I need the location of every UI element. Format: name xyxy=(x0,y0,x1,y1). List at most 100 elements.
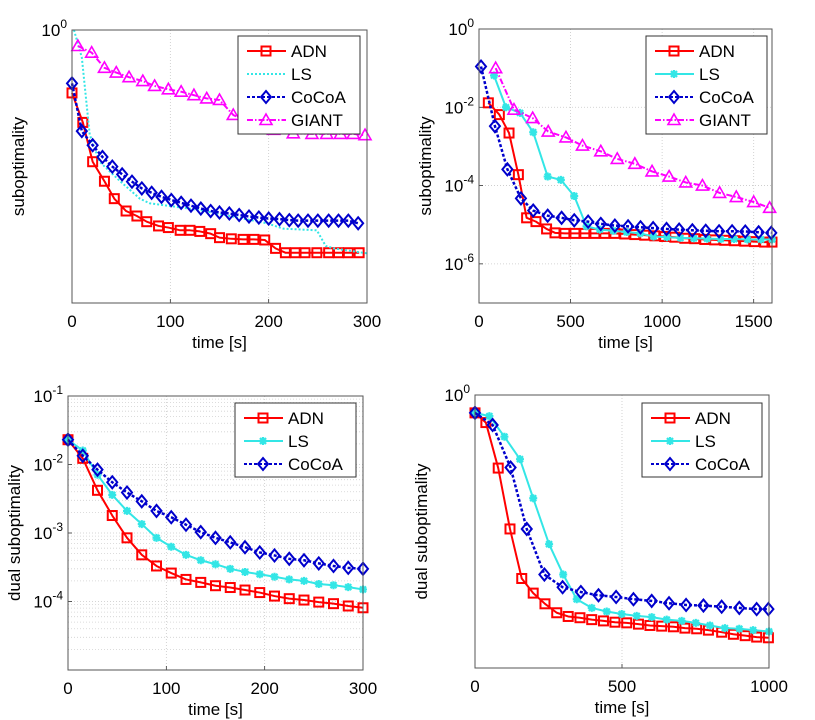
data-point xyxy=(97,60,112,74)
data-point xyxy=(574,584,588,600)
x-tick-label: 0 xyxy=(470,677,479,696)
data-point xyxy=(541,208,554,224)
data-point xyxy=(617,609,626,618)
legend-marker xyxy=(668,45,680,57)
axes-box xyxy=(71,29,368,304)
data-point xyxy=(301,213,315,229)
data-point xyxy=(297,552,311,568)
series-cocoa xyxy=(474,58,778,241)
data-point xyxy=(141,216,153,228)
data-point xyxy=(762,601,775,617)
data-point xyxy=(84,45,100,58)
data-point xyxy=(255,570,264,579)
series-line xyxy=(493,75,772,241)
legend-label: ADN xyxy=(291,42,327,61)
y-tick-label: 100 xyxy=(448,16,474,39)
data-point xyxy=(195,576,207,588)
data-point xyxy=(539,598,551,610)
series-line xyxy=(474,411,769,611)
data-point xyxy=(501,103,510,112)
data-point xyxy=(587,603,596,612)
x-axis-label: time [s] xyxy=(595,698,650,717)
axes-box xyxy=(478,28,773,304)
series-line xyxy=(73,29,368,255)
data-point xyxy=(529,128,538,137)
legend: ADN LS CoCoA GIANT xyxy=(237,35,361,135)
data-point xyxy=(283,212,296,228)
legend-label: ADN xyxy=(288,409,324,428)
legend-label: CoCoA xyxy=(699,88,754,107)
data-point xyxy=(204,203,217,219)
data-point xyxy=(474,58,488,75)
data-point xyxy=(735,624,744,633)
data-point xyxy=(645,593,658,609)
data-point xyxy=(575,137,590,151)
data-point xyxy=(351,215,365,231)
x-tick-label: 200 xyxy=(250,679,278,698)
data-point xyxy=(123,506,131,515)
data-point xyxy=(695,177,710,191)
data-point xyxy=(332,213,345,229)
legend-item-cocoa: CoCoA xyxy=(247,88,346,107)
x-tick-label: 500 xyxy=(556,312,584,331)
data-point xyxy=(608,218,622,234)
legend-item-giant: GIANT xyxy=(247,111,343,130)
data-point xyxy=(712,223,726,239)
legend-item-adn: ADN xyxy=(247,42,327,61)
legend-marker xyxy=(256,456,270,472)
data-point xyxy=(184,198,198,214)
data-point xyxy=(570,192,579,201)
legend-item-adn: ADN xyxy=(655,42,735,61)
legend-item-cocoa: CoCoA xyxy=(655,88,754,107)
x-tick-label: 1000 xyxy=(750,677,788,696)
data-point xyxy=(621,218,635,234)
data-point xyxy=(270,572,279,581)
data-point xyxy=(135,180,149,196)
data-point xyxy=(493,109,505,121)
data-point xyxy=(490,71,499,80)
series-cocoa xyxy=(61,432,370,577)
data-point xyxy=(357,127,373,141)
data-point xyxy=(627,591,640,607)
data-point xyxy=(145,185,158,201)
data-point xyxy=(504,523,516,535)
data-point xyxy=(328,598,339,610)
data-point xyxy=(342,213,355,229)
legend-marker xyxy=(260,45,272,57)
data-point xyxy=(697,597,710,614)
data-point xyxy=(253,544,267,561)
y-axis-label: suboptimality xyxy=(9,116,28,216)
data-point xyxy=(649,232,658,241)
data-point xyxy=(556,175,565,184)
data-point xyxy=(646,220,660,236)
x-tick-label: 0 xyxy=(63,679,72,698)
legend-label: CoCoA xyxy=(288,455,343,474)
data-point xyxy=(342,247,354,259)
data-point xyxy=(239,584,251,596)
legend-item-adn: ADN xyxy=(244,409,324,428)
x-axis-label: time [s] xyxy=(598,333,653,352)
data-point xyxy=(135,73,151,87)
data-point xyxy=(214,232,225,244)
data-point xyxy=(105,474,119,490)
y-axis-label: dual suboptimality xyxy=(5,464,24,601)
data-point xyxy=(730,235,739,244)
data-point xyxy=(609,616,621,628)
data-point xyxy=(762,200,777,214)
data-point xyxy=(137,520,146,529)
data-point xyxy=(75,123,89,139)
series-adn xyxy=(66,87,365,259)
data-point xyxy=(273,211,286,227)
data-point xyxy=(556,579,569,595)
data-point xyxy=(512,169,524,181)
data-point xyxy=(196,556,205,565)
legend-marker xyxy=(670,70,678,78)
legend-box xyxy=(645,35,768,135)
data-point xyxy=(225,107,241,121)
data-point xyxy=(712,185,728,199)
data-point xyxy=(282,551,296,567)
data-point xyxy=(269,590,280,602)
x-tick-label: 0 xyxy=(474,312,483,331)
y-tick-label: 100 xyxy=(444,382,470,405)
